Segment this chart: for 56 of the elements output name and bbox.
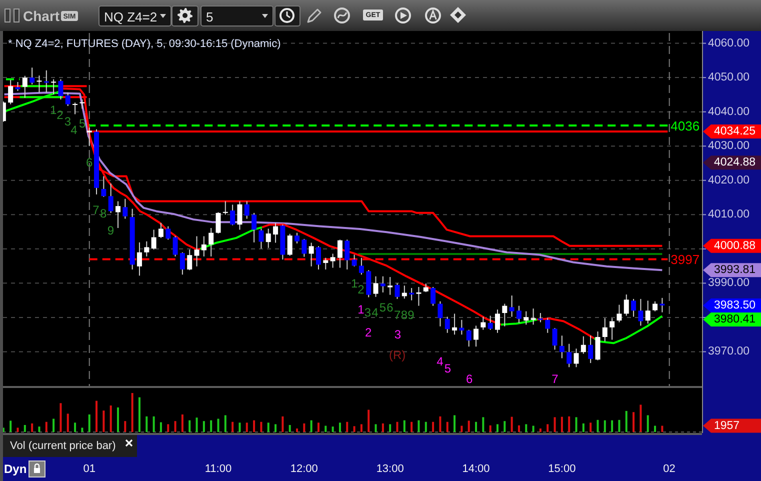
annotation: 5 [78, 116, 86, 130]
text: 4000.88 [714, 240, 756, 252]
annotation: 8 [400, 308, 408, 322]
annotation: 1 [350, 276, 358, 290]
x-tick-label: 12:00 [290, 463, 318, 475]
annotation: 1 [358, 302, 365, 316]
annotation: 6 [466, 372, 473, 386]
annotation: 7 [552, 372, 559, 386]
annotation: 7 [92, 203, 100, 217]
annotation: 3 [394, 327, 402, 342]
annotation: 6 [86, 156, 93, 170]
annotation: 5 [444, 361, 452, 376]
annotation: 5 [379, 300, 386, 315]
text: 1957 [714, 420, 740, 432]
text: Chart [23, 8, 60, 24]
y-tick-label: 4030.00 [708, 140, 750, 152]
x-tick-label: 15:00 [548, 463, 576, 475]
y-tick-label: 3970.00 [708, 346, 750, 358]
annotation: 9 [107, 224, 114, 238]
annotation: 3 [64, 114, 72, 129]
text: 5 [206, 9, 214, 24]
x-tick-label: 13:00 [376, 463, 404, 475]
annotation: 4 [372, 306, 379, 320]
annotation: 9 [408, 308, 415, 322]
annotation: (R) [388, 348, 406, 362]
text: 4024.88 [714, 156, 756, 169]
annotation: 4 [70, 123, 78, 137]
text: * NQ Z4=2, FUTURES (DAY), 5, 09:30-16:15 (Dynamic) [8, 38, 281, 50]
y-tick-label: 4060.00 [708, 37, 750, 50]
text: 02 [663, 463, 676, 475]
text: 3983.50 [714, 299, 756, 312]
data-label: 3997 [670, 252, 700, 267]
annotation: 2 [358, 282, 365, 296]
y-tick-label: 3990.00 [708, 277, 750, 290]
text: 4034.25 [714, 126, 756, 138]
annotation: 1 [50, 103, 57, 117]
y-tick-label: 4010.00 [708, 208, 750, 221]
x-tick-label: 11:00 [204, 463, 232, 475]
text: 3993.81 [714, 264, 756, 276]
data-label: 4036 [670, 118, 700, 134]
text: Dyn [4, 462, 27, 476]
text: 01 [83, 463, 96, 475]
annotation: 2 [56, 108, 64, 122]
y-tick-label: 4040.00 [708, 106, 750, 118]
annotation: 3 [364, 306, 372, 320]
x-tick-label: 14:00 [462, 463, 490, 475]
y-tick-label: 4020.00 [708, 174, 750, 186]
annotation: 7 [394, 308, 401, 322]
annotation: 4 [436, 354, 444, 369]
text: Vol (current price bar) [10, 440, 116, 452]
annotation: 2 [364, 326, 372, 340]
text: NQ Z4=2 [104, 9, 158, 24]
annotation: 6 [386, 300, 394, 315]
text: 3980.41 [714, 313, 756, 326]
annotation: 8 [100, 206, 107, 220]
y-tick-label: 4050.00 [708, 72, 750, 84]
